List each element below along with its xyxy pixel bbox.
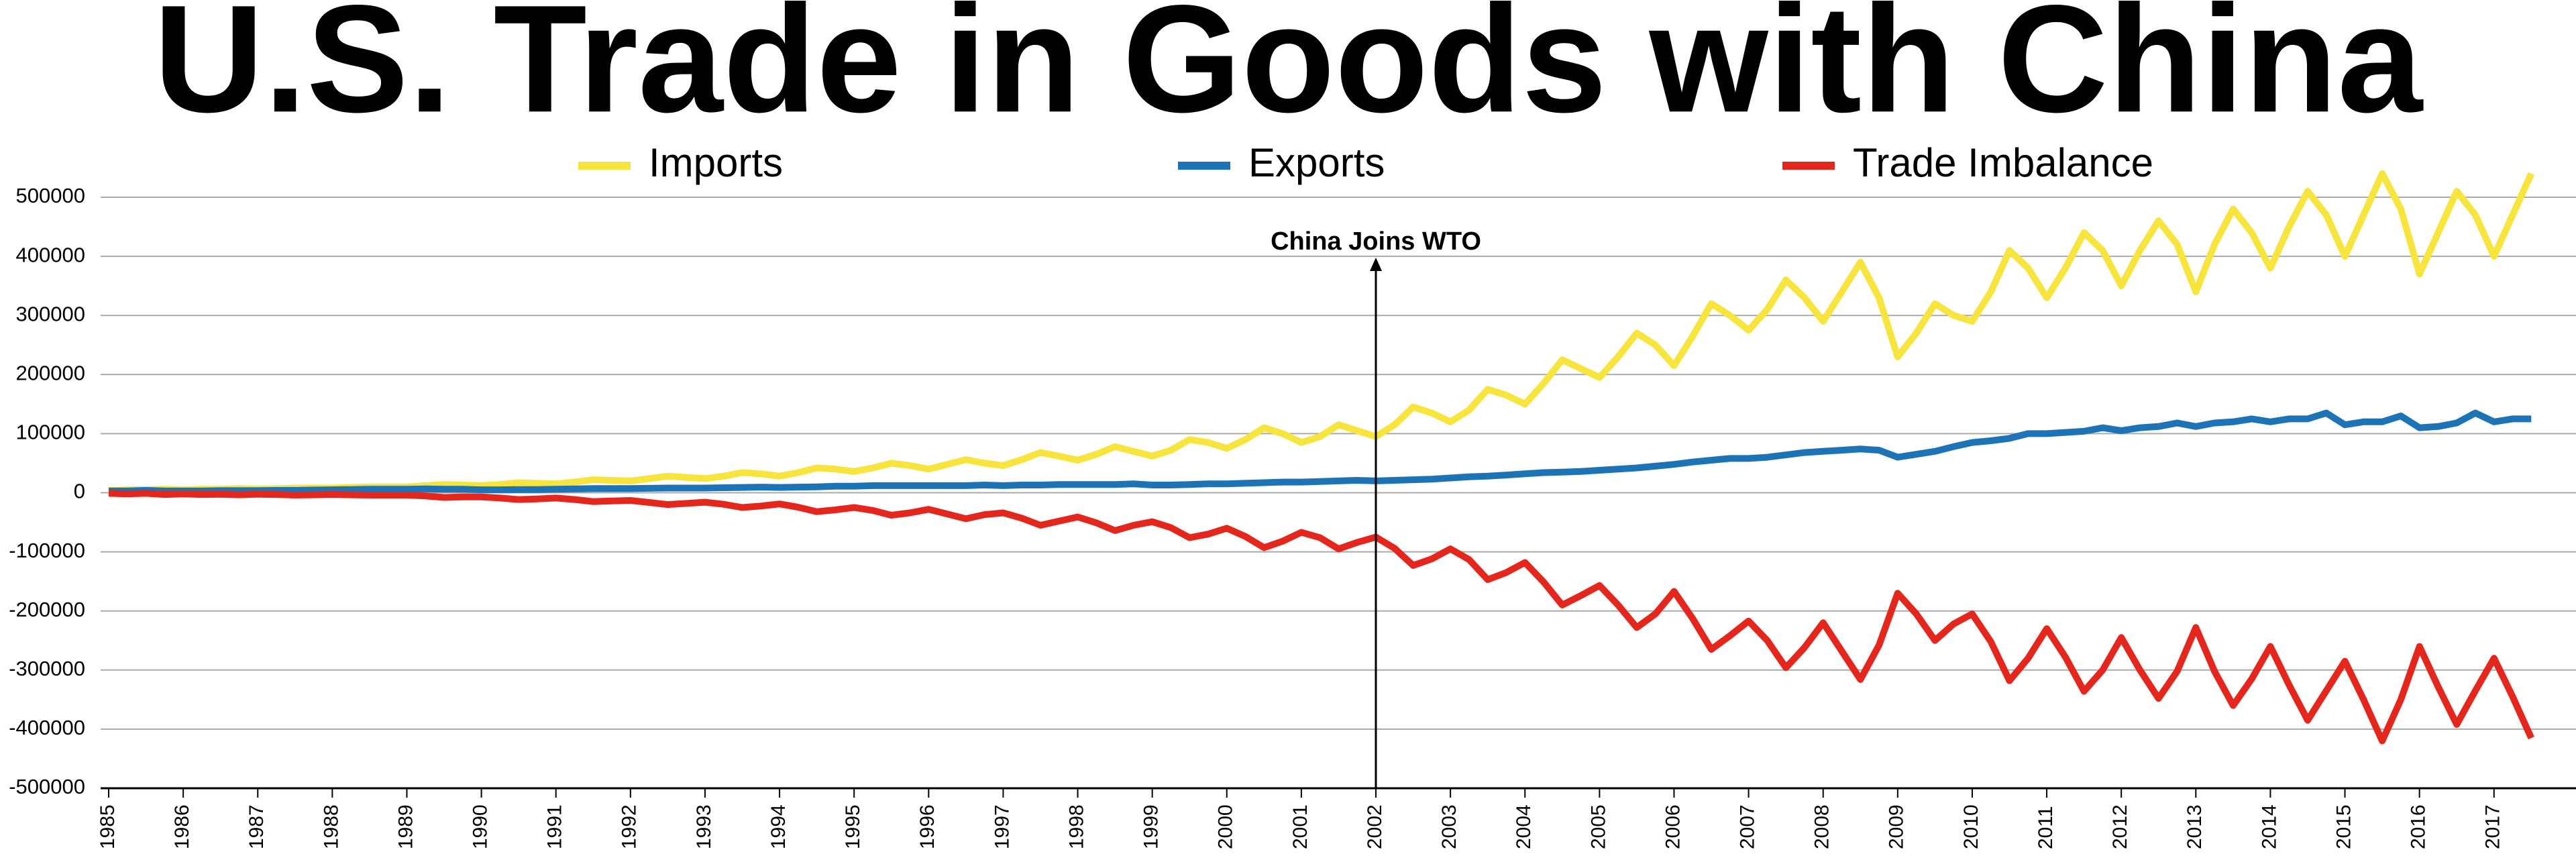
legend-label: Imports [649, 140, 783, 185]
x-tick-label: 2010 [1960, 804, 1982, 849]
x-tick-label: 1995 [842, 804, 864, 849]
x-tick-label: 2012 [2109, 804, 2131, 849]
series-line [108, 170, 2534, 494]
y-tick-label: -100000 [9, 539, 85, 562]
x-tick-label: 1987 [246, 804, 268, 849]
x-tick-label: 1991 [544, 804, 566, 849]
x-tick-label: 1992 [619, 804, 641, 849]
x-tick-label: 2000 [1215, 804, 1237, 849]
x-tick-label: 1994 [767, 804, 790, 849]
x-tick-label: 2014 [2258, 804, 2280, 849]
y-tick-label: -300000 [9, 657, 85, 680]
y-tick-label: 200000 [16, 361, 85, 384]
x-tick-label: 1986 [171, 804, 193, 849]
x-tick-label: 1985 [97, 804, 119, 849]
x-tick-label: 1996 [916, 804, 938, 849]
annotation-text: China Joins WTO [1271, 227, 1481, 256]
x-tick-label: 2006 [1662, 804, 1684, 849]
x-tick-label: 2015 [2332, 804, 2355, 849]
x-tick-label: 1999 [1140, 804, 1163, 849]
y-tick-label: -400000 [9, 716, 85, 739]
x-tick-label: 1993 [693, 804, 715, 849]
y-tick-label: -200000 [9, 598, 85, 621]
x-tick-label: 2017 [2482, 804, 2504, 849]
legend-label: Exports [1248, 140, 1385, 185]
x-tick-label: 1998 [1065, 804, 1087, 849]
x-tick-label: 2009 [1886, 804, 1908, 849]
x-tick-label: 2016 [2408, 804, 2430, 849]
y-tick-label: -500000 [9, 775, 85, 798]
chart-title: U.S. Trade in Goods with China [154, 0, 2424, 144]
x-tick-label: 1997 [991, 804, 1013, 849]
series-line [109, 409, 2532, 494]
x-tick-label: 1990 [470, 804, 492, 849]
x-tick-label: 2005 [1587, 804, 1609, 849]
y-tick-label: 400000 [16, 243, 85, 266]
x-tick-label: 1989 [394, 804, 417, 849]
x-tick-label: 2007 [1737, 804, 1759, 849]
y-tick-label: 500000 [16, 184, 85, 207]
x-tick-label: 2013 [2184, 804, 2206, 849]
y-tick-label: 100000 [16, 421, 85, 444]
y-tick-label: 300000 [16, 302, 85, 325]
annotation-arrowhead [1370, 258, 1383, 271]
x-tick-label: 2008 [1811, 804, 1833, 849]
x-tick-label: 1988 [320, 804, 342, 849]
legend-label: Trade Imbalance [1853, 140, 2153, 185]
x-tick-label: 2002 [1364, 804, 1386, 849]
x-tick-label: 2003 [1438, 804, 1460, 849]
x-tick-label: 2001 [1289, 804, 1311, 849]
x-tick-label: 2011 [2035, 806, 2057, 849]
x-tick-label: 2004 [1513, 804, 1535, 849]
y-tick-label: 0 [74, 480, 85, 503]
series-line [108, 490, 2534, 745]
